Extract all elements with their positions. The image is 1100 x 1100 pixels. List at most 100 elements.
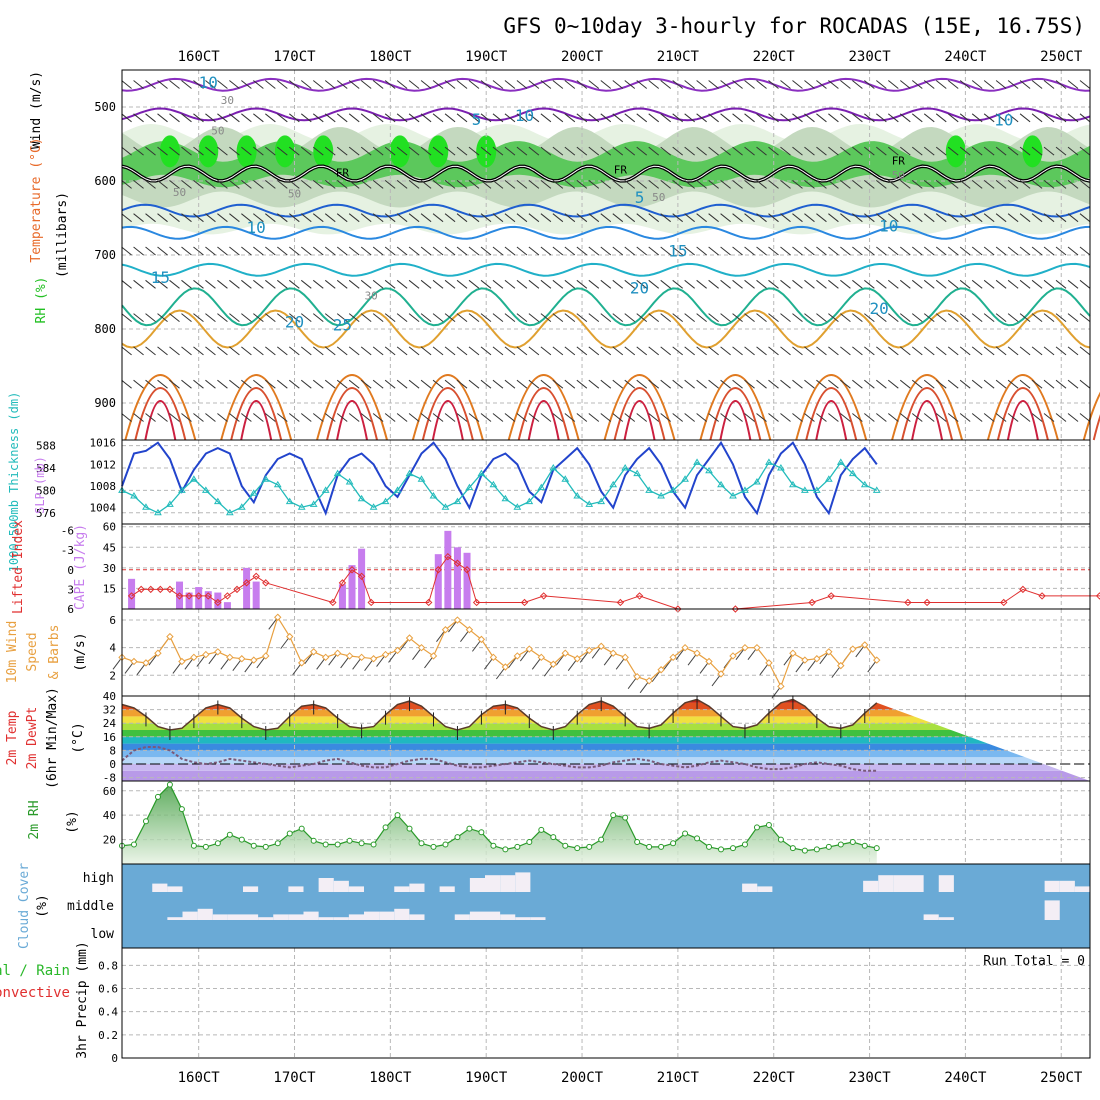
wind-barb — [312, 213, 324, 223]
precip-tick-label: 0.2 — [98, 1029, 118, 1042]
wind-barb — [804, 113, 815, 123]
wind-speed-point — [681, 643, 689, 652]
wind-barb — [312, 180, 324, 189]
wind-barb — [744, 180, 755, 189]
wind-barb — [708, 113, 719, 123]
wind-barb — [720, 413, 731, 422]
wind-barb — [504, 379, 516, 389]
time-tick-label: 240CT — [944, 49, 987, 65]
wind-barb — [959, 379, 971, 389]
isotherm-line — [121, 262, 1091, 277]
wind-barb — [768, 413, 779, 422]
wind-barb — [756, 346, 767, 356]
wind-speed-point — [262, 652, 270, 660]
wind-barb — [720, 80, 731, 89]
wind-barb — [876, 346, 887, 356]
wind-barb — [133, 146, 144, 156]
wind-barb — [624, 279, 636, 289]
wind-barb — [780, 413, 791, 422]
wind-barb — [408, 313, 420, 322]
bottom-time-axis: 160CT 170CT 180CT 190CT 200CT 210CT 220CT 230CT… — [178, 1070, 1083, 1086]
wind-barb — [516, 180, 528, 189]
lifted-index-point — [616, 598, 625, 607]
wind-barb — [312, 113, 324, 123]
wind-barb — [876, 80, 887, 89]
thickness-point — [753, 478, 761, 485]
wind-barb — [205, 313, 216, 322]
wind-barb — [348, 346, 360, 356]
wind-barb — [1031, 146, 1043, 156]
wind-barb — [1043, 213, 1055, 223]
thickness-point — [621, 464, 630, 471]
rh-point — [813, 846, 820, 853]
wind-barb — [324, 80, 336, 89]
wind-barb — [300, 146, 312, 156]
wind-barb — [193, 279, 204, 289]
wind-barb — [1067, 180, 1079, 189]
wind-speed-point — [705, 657, 713, 666]
wind-barb — [1007, 346, 1019, 356]
rh-point — [718, 846, 725, 853]
wind-barb — [899, 146, 911, 156]
wind-barb — [121, 180, 132, 189]
wind-barb — [324, 379, 336, 389]
cape-tick-label: 60 — [103, 521, 116, 534]
wind-barb — [145, 246, 156, 256]
wind-barb — [552, 346, 564, 356]
wind-barb — [181, 413, 192, 422]
slp-tick-label: 1004 — [90, 502, 117, 515]
contour-label: 10 — [247, 218, 266, 237]
rh-point — [250, 842, 257, 849]
wind-barb — [840, 113, 851, 123]
wind-barb — [121, 346, 132, 356]
wind-speed-point — [753, 643, 761, 652]
wind-barb — [816, 313, 827, 322]
rh-point — [190, 842, 197, 849]
wind-barb — [552, 246, 564, 256]
lifted-index-point — [137, 585, 145, 594]
wind-speed-point — [345, 652, 354, 660]
wind-barb — [528, 413, 540, 422]
lifted-index-point — [127, 592, 136, 600]
wind-barb — [384, 80, 396, 89]
cloud-level-label: low — [91, 927, 115, 942]
lifted-tick-label: 3 — [67, 583, 74, 596]
rh-point — [658, 843, 665, 850]
wind-barb — [804, 180, 815, 189]
wind-barb — [588, 346, 600, 356]
wind-barb — [576, 279, 588, 289]
wind-barb — [504, 180, 516, 189]
wind-barb — [157, 113, 168, 123]
contour-label: FR — [336, 167, 350, 180]
wind-barb — [648, 80, 660, 89]
wind-barb — [1055, 279, 1067, 289]
wind-barb — [684, 413, 695, 422]
wind-barb — [492, 346, 504, 356]
cape-bar — [348, 565, 356, 609]
wind-barb — [840, 146, 851, 156]
wind-barb — [360, 113, 372, 123]
wind-barb — [396, 113, 408, 123]
wind-barb — [624, 313, 636, 322]
wind-barb — [744, 379, 755, 389]
time-tick-label: 220CT — [753, 1070, 796, 1086]
wind-barb — [217, 379, 228, 389]
wind-barb — [265, 313, 276, 322]
wind-barb — [672, 113, 683, 123]
cloud-cell — [394, 886, 410, 892]
rh-point — [418, 840, 425, 847]
wind-barb — [864, 313, 875, 322]
wind-barb — [624, 246, 636, 256]
wind-barb — [456, 413, 468, 422]
wind-barb — [1043, 313, 1055, 322]
wind-barb — [384, 346, 396, 356]
wind-barb — [181, 113, 192, 123]
wind-barb — [888, 180, 899, 189]
wind-barb — [217, 413, 228, 422]
wind-barb — [744, 313, 755, 322]
wind-barb — [911, 313, 923, 322]
rh-point — [789, 845, 796, 852]
wind-barb — [792, 80, 803, 89]
